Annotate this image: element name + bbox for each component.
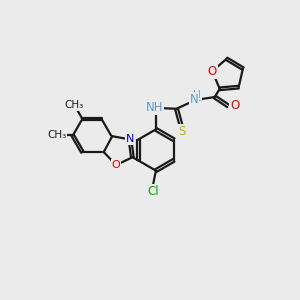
Text: O: O	[230, 99, 239, 112]
Text: N: N	[126, 134, 134, 144]
Text: S: S	[179, 125, 186, 138]
Text: N: N	[190, 93, 199, 106]
Text: NH: NH	[146, 101, 163, 114]
Text: CH₃: CH₃	[64, 100, 84, 110]
Text: Cl: Cl	[147, 185, 159, 198]
Text: O: O	[112, 160, 121, 170]
Text: H: H	[193, 90, 201, 100]
Text: O: O	[208, 65, 217, 78]
Text: CH₃: CH₃	[47, 130, 66, 140]
